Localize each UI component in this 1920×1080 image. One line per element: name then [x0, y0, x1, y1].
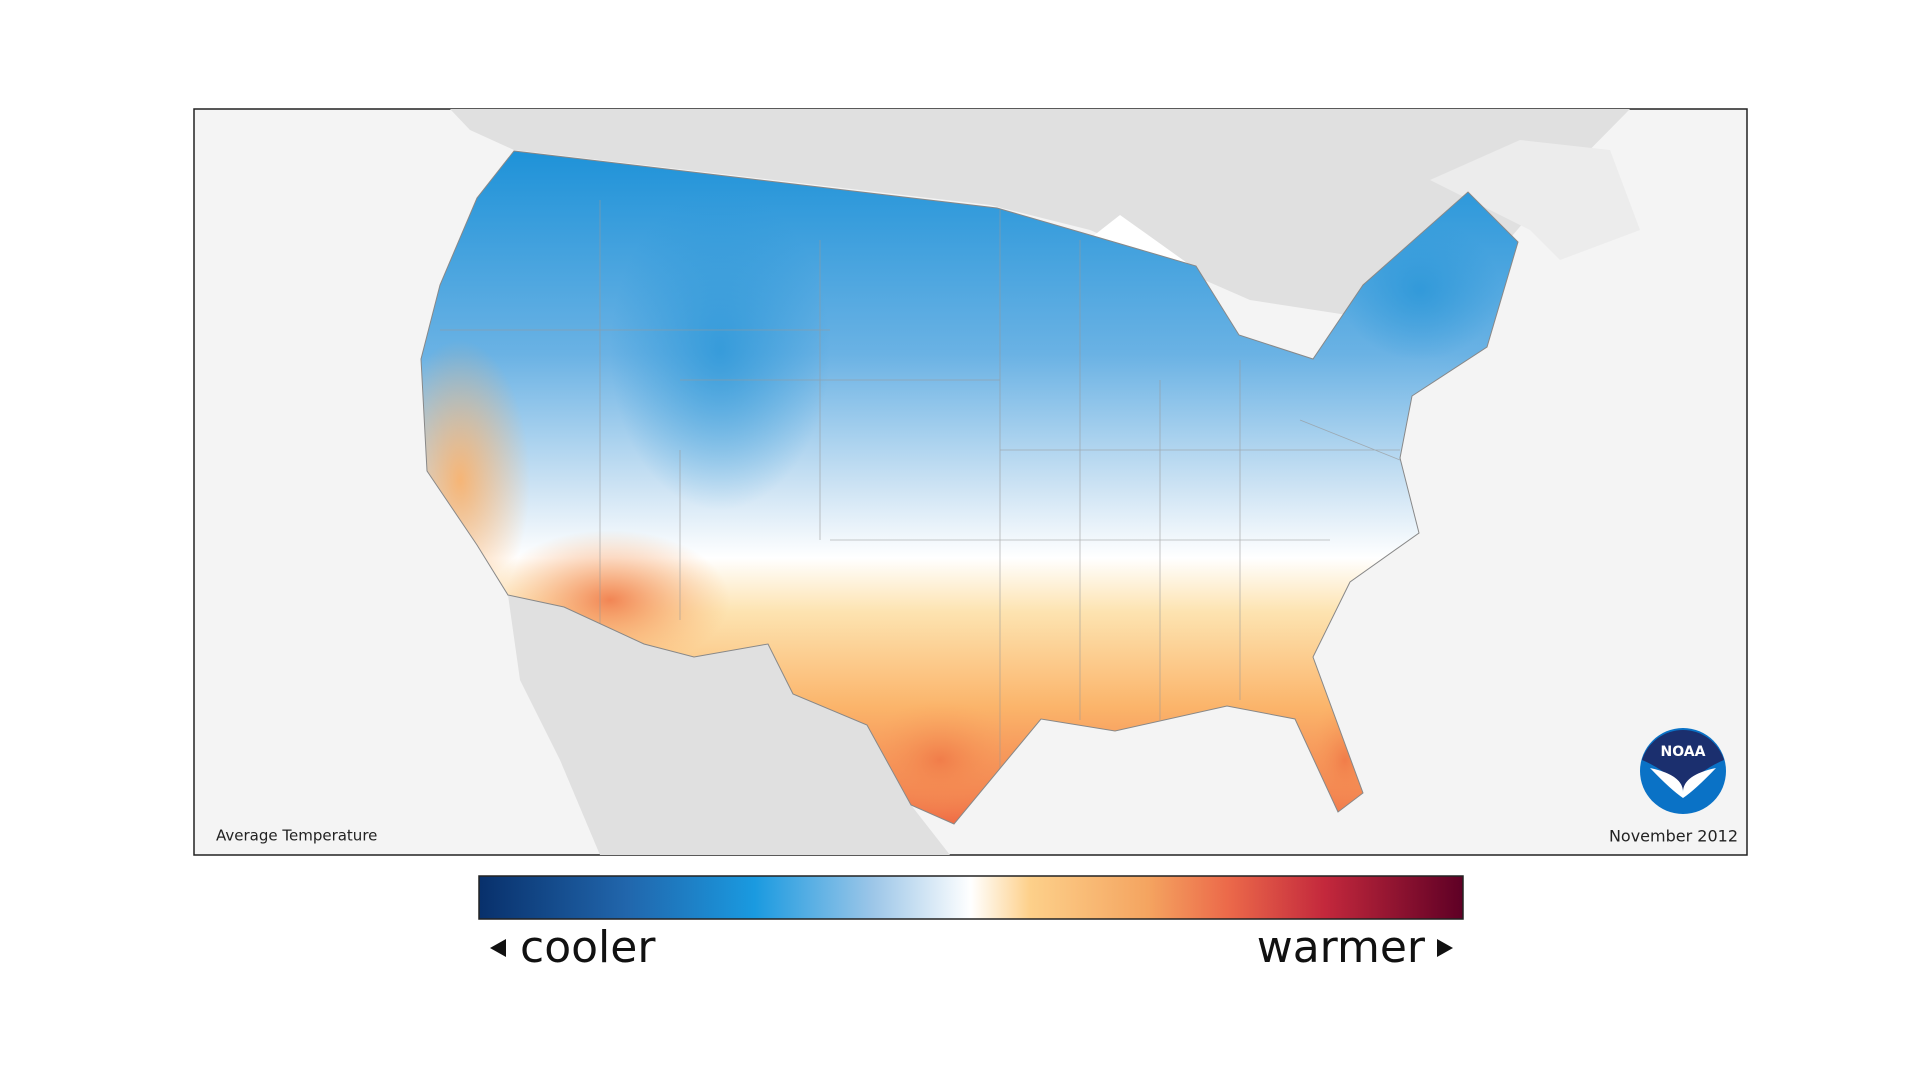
maritimes	[1430, 140, 1640, 260]
us-outline	[420, 150, 1519, 825]
mexico	[508, 595, 950, 855]
legend-low: cooler	[520, 922, 656, 973]
cool-rockies	[610, 190, 830, 510]
canada	[450, 109, 1630, 320]
state-borders	[440, 200, 1401, 824]
map-date: November 2012	[1609, 827, 1738, 846]
logo-text: NOAA	[1661, 744, 1706, 760]
logo-gull	[1650, 768, 1716, 798]
logo-top	[1642, 729, 1724, 790]
noaa-logo: NOAA	[1640, 728, 1726, 814]
warmer-arrow	[1437, 939, 1453, 957]
cooler-arrow	[490, 939, 506, 957]
color-scale	[478, 875, 1464, 920]
legend-high: warmer	[1257, 922, 1426, 973]
map-caption: Average Temperature	[216, 827, 377, 845]
